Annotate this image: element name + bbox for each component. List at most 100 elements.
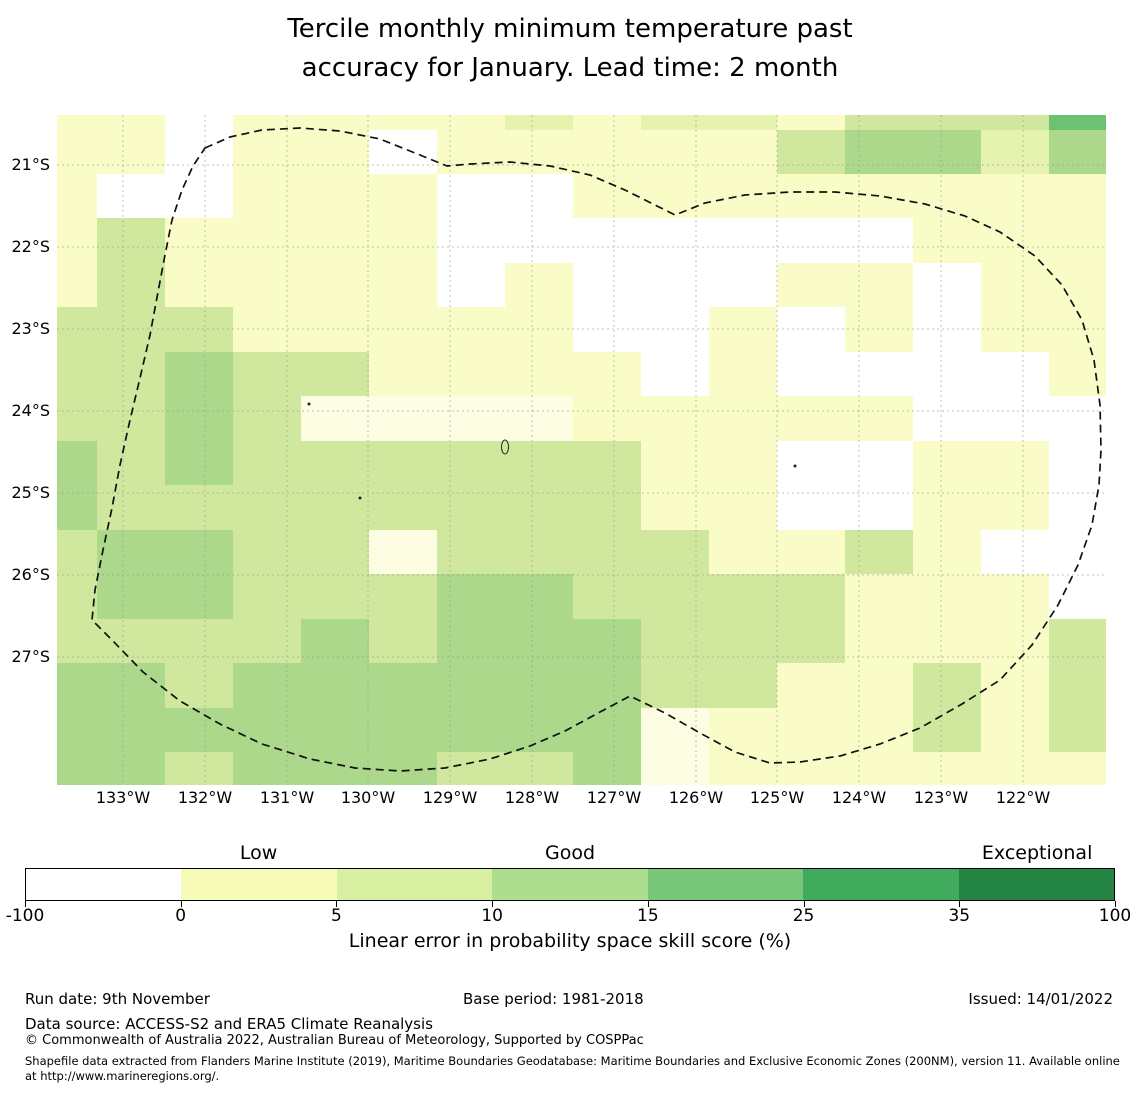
map-cell [641, 530, 709, 574]
copyright: © Commonwealth of Australia 2022, Austra… [25, 1033, 644, 1048]
map-cell [369, 441, 437, 485]
map-cell [57, 115, 97, 130]
map-cell [709, 752, 777, 785]
map-cell [505, 115, 573, 130]
map-cell [369, 263, 437, 307]
map-cell [709, 130, 777, 174]
map-cell [709, 574, 777, 619]
map-cell [981, 530, 1049, 574]
map-cell [233, 115, 301, 130]
colorbar-segment [181, 869, 337, 900]
map-cell [845, 530, 913, 574]
map-cell [573, 218, 641, 263]
map-cell [573, 530, 641, 574]
map-cell [301, 663, 369, 708]
map-cell [437, 619, 505, 663]
map-cell [97, 115, 165, 130]
map-cell [641, 752, 709, 785]
colorbar-segment [647, 869, 804, 900]
map-cell [709, 115, 777, 130]
map-cell [97, 752, 165, 785]
colorbar-category-label: Low [239, 842, 278, 864]
map-cell [505, 663, 573, 708]
colorbar-tick [492, 901, 494, 907]
map-cell [641, 263, 709, 307]
map-cell [641, 115, 709, 130]
colorbar-tick-label: 25 [792, 906, 815, 926]
map-cell [845, 441, 913, 485]
map-cell [641, 574, 709, 619]
map-cell [913, 352, 981, 396]
map-cell [97, 663, 165, 708]
map-cell [57, 174, 97, 218]
map-cell [437, 396, 505, 441]
lon-tick-label: 130°W [340, 788, 396, 807]
map-cell [845, 663, 913, 708]
map-cell [981, 263, 1049, 307]
colorbar-segment [492, 869, 648, 900]
lon-tick-label: 126°W [668, 788, 724, 807]
map-cell [505, 263, 573, 307]
map-cell [641, 130, 709, 174]
colorbar [25, 868, 1115, 901]
map-cell [369, 174, 437, 218]
colorbar-segment [26, 869, 182, 900]
colorbar-tick [959, 901, 961, 907]
map-cell [913, 130, 981, 174]
map-cell [369, 708, 437, 752]
map-cell [233, 574, 301, 619]
colorbar-tick [1115, 901, 1116, 907]
map-overlay [57, 115, 1106, 785]
map-cell [57, 352, 97, 396]
lon-tick-label: 124°W [831, 788, 887, 807]
map-cell [369, 352, 437, 396]
map-cell [845, 130, 913, 174]
data-source: Data source: ACCESS-S2 and ERA5 Climate … [25, 1015, 433, 1033]
map-cell [437, 263, 505, 307]
colorbar-segment [336, 869, 493, 900]
map-cell [233, 663, 301, 708]
map-cell [165, 115, 233, 130]
map-cell [777, 752, 845, 785]
map-cell [57, 441, 97, 485]
map-cell [57, 218, 97, 263]
map-cell [1049, 174, 1106, 218]
map-cell [709, 352, 777, 396]
map-cell [1049, 441, 1106, 485]
map-cell [573, 174, 641, 218]
map-cell [1049, 752, 1106, 785]
map-cell [165, 663, 233, 708]
map-cell [57, 619, 97, 663]
map-cell [573, 396, 641, 441]
island-mark [793, 464, 797, 468]
map-cell [301, 396, 369, 441]
colorbar-tick-label: 100 [1098, 906, 1132, 926]
map-cell [573, 115, 641, 130]
map-cell [233, 263, 301, 307]
map-cell [573, 708, 641, 752]
map-cell [913, 530, 981, 574]
colorbar-tick [25, 901, 26, 907]
map-cell [233, 352, 301, 396]
map-cell [165, 708, 233, 752]
map-cell [97, 263, 165, 307]
issued-date: Issued: 14/01/2022 [968, 990, 1113, 1008]
map-cell [777, 708, 845, 752]
map-cell [573, 352, 641, 396]
map-cell [777, 663, 845, 708]
map-cell [1049, 663, 1106, 708]
map-cell [165, 530, 233, 574]
map-cell [165, 218, 233, 263]
map-cell [505, 218, 573, 263]
map-cell [709, 619, 777, 663]
map-cell [573, 619, 641, 663]
map-cell [777, 530, 845, 574]
map-cell [913, 174, 981, 218]
map-cell [437, 352, 505, 396]
map-cell [505, 574, 573, 619]
lat-tick-label: 22°S [11, 237, 50, 256]
lat-tick-label: 25°S [11, 483, 50, 502]
map-cell [165, 263, 233, 307]
map-cell [641, 441, 709, 485]
lon-tick-label: 132°W [177, 788, 233, 807]
